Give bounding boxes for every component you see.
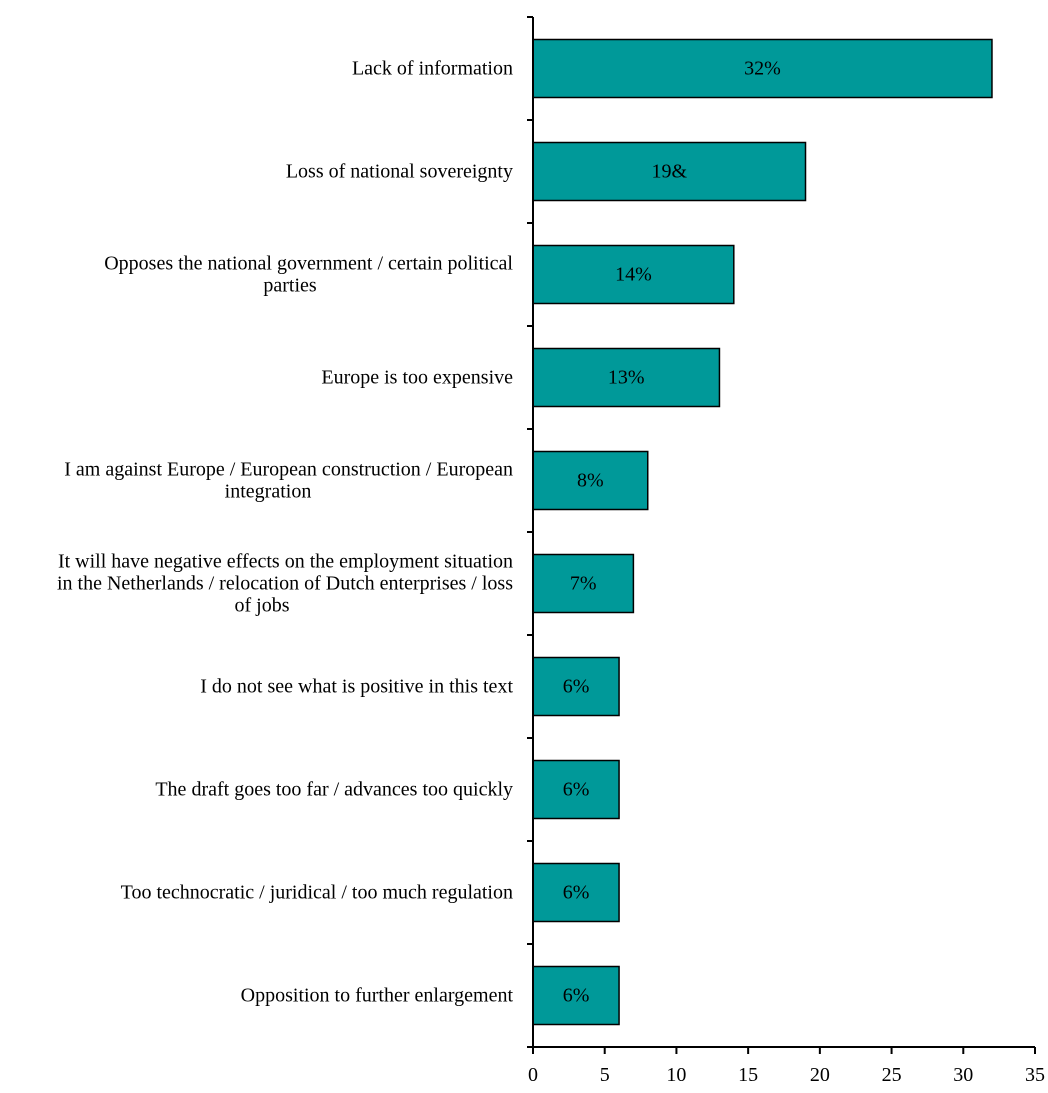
x-tick-label: 10 bbox=[666, 1064, 686, 1086]
data-label: 6% bbox=[563, 985, 590, 1007]
category-label: Too technocratic / juridical / too much … bbox=[121, 882, 513, 904]
category-label: I do not see what is positive in this te… bbox=[200, 676, 513, 698]
data-label: 6% bbox=[563, 882, 590, 904]
bar bbox=[532, 244, 735, 305]
x-tick-label: 25 bbox=[882, 1064, 902, 1086]
category-label: Lack of information bbox=[352, 58, 513, 80]
category-label: in the Netherlands / relocation of Dutch… bbox=[57, 573, 513, 595]
category-label: parties bbox=[263, 275, 317, 297]
x-tick-label: 20 bbox=[810, 1064, 830, 1086]
x-tick-label: 35 bbox=[1025, 1064, 1045, 1086]
data-label: 7% bbox=[570, 573, 597, 595]
category-label: Europe is too expensive bbox=[321, 367, 513, 389]
data-label: 6% bbox=[563, 779, 590, 801]
data-label: 32% bbox=[744, 58, 781, 80]
bar bbox=[532, 450, 649, 511]
category-label: The draft goes too far / advances too qu… bbox=[155, 779, 513, 801]
category-label: I am against Europe / European construct… bbox=[64, 459, 513, 481]
category-label: Opposition to further enlargement bbox=[241, 985, 514, 1007]
x-tick-label: 0 bbox=[528, 1064, 538, 1086]
category-label: of jobs bbox=[235, 595, 290, 617]
data-label: 8% bbox=[577, 470, 604, 492]
x-tick-label: 5 bbox=[600, 1064, 610, 1086]
category-label: It will have negative effects on the emp… bbox=[58, 551, 513, 573]
bar bbox=[532, 38, 993, 99]
category-label: integration bbox=[225, 481, 312, 503]
category-label: Loss of national sovereignty bbox=[286, 161, 513, 183]
bar bbox=[532, 347, 721, 408]
bar bbox=[532, 965, 620, 1026]
data-label: 6% bbox=[563, 676, 590, 698]
x-tick-label: 15 bbox=[738, 1064, 758, 1086]
data-label: 19& bbox=[651, 161, 687, 183]
x-tick-label: 30 bbox=[953, 1064, 973, 1086]
category-label: Opposes the national government / certai… bbox=[104, 253, 513, 275]
data-label: 14% bbox=[615, 264, 652, 286]
bar bbox=[532, 141, 807, 202]
data-label: 13% bbox=[608, 367, 645, 389]
bar bbox=[532, 656, 620, 717]
